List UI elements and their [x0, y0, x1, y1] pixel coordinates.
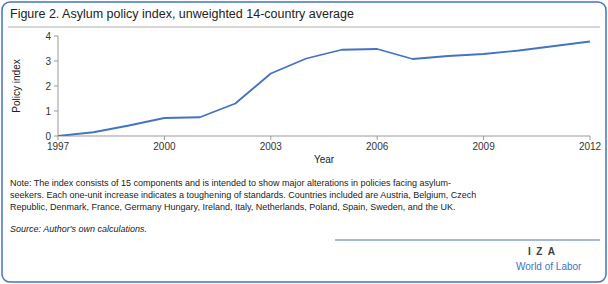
source: Source: Author's own calculations. [10, 224, 147, 234]
y-tick [54, 111, 58, 112]
x-tick [590, 136, 591, 140]
y-tick [54, 136, 58, 137]
x-tick [164, 136, 165, 140]
note: Note: The index consists of 15 component… [10, 178, 476, 212]
chart: Figure 2. Asylum policy index, unweighte… [0, 0, 608, 284]
footer-rule [335, 240, 600, 241]
wol-text: World of Labor [516, 261, 582, 272]
y-tick [54, 86, 58, 87]
x-tick [58, 136, 59, 140]
x-tick-label: 2006 [366, 141, 389, 152]
y-tick-label: 0 [45, 131, 51, 142]
y-tick [54, 61, 58, 62]
y-tick [54, 36, 58, 37]
data-line [58, 42, 590, 137]
x-tick-label: 2009 [472, 141, 495, 152]
x-tick [270, 136, 271, 140]
y-tick-label: 2 [45, 81, 51, 92]
y-axis-label: Policy index [11, 59, 22, 112]
x-tick-label: 1997 [47, 141, 70, 152]
title: Figure 2. Asylum policy index, unweighte… [10, 7, 354, 21]
y-tick-label: 1 [45, 106, 51, 117]
x-tick [377, 136, 378, 140]
x-tick-label: 2003 [260, 141, 283, 152]
frame-border [2, 2, 606, 282]
iza-logo-text: I Z A [528, 246, 555, 257]
title-rule [8, 27, 600, 28]
x-tick-label: 2012 [579, 141, 602, 152]
y-tick-label: 3 [45, 56, 51, 67]
x-tick [483, 136, 484, 140]
axes: 19972000200320062009201201234YearPolicy … [11, 31, 602, 166]
x-tick-label: 2000 [153, 141, 176, 152]
y-tick-label: 4 [45, 31, 51, 42]
plot-area [58, 42, 590, 137]
x-axis-label: Year [314, 154, 335, 165]
x-axis-line [58, 136, 590, 137]
